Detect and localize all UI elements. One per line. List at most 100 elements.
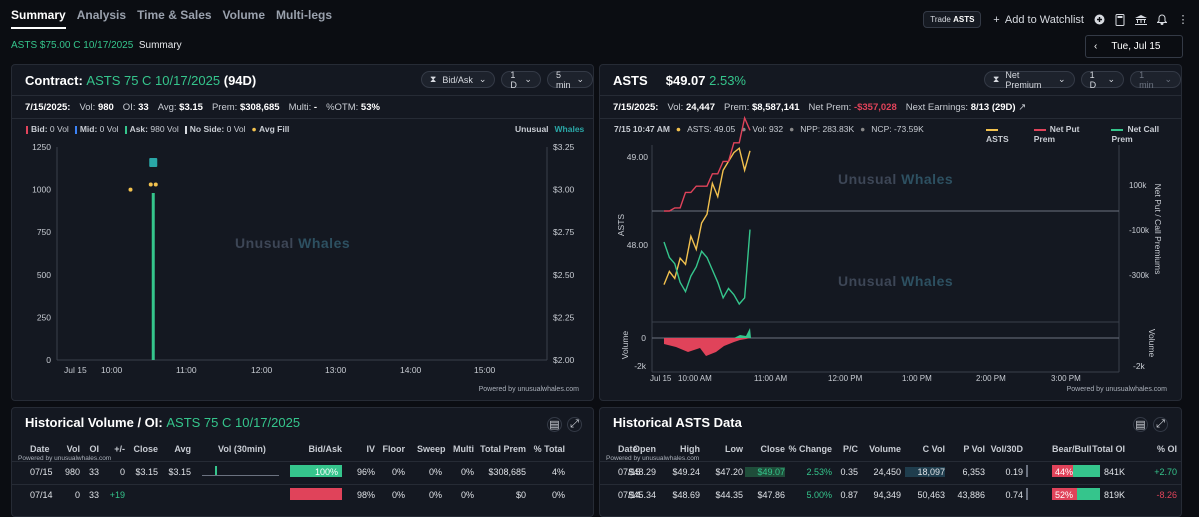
column-header[interactable]: OI xyxy=(89,444,99,454)
y-tick-label: 750 xyxy=(37,227,51,237)
legend-label: No Side: xyxy=(189,124,225,134)
column-header[interactable]: IV xyxy=(366,444,375,454)
divider xyxy=(600,118,1181,119)
info-time: 7/15 10:47 AM xyxy=(614,124,670,134)
chart-type-select[interactable]: ⧗ Net Premium ⌄ xyxy=(984,70,1075,90)
column-header[interactable]: Bid/Ask xyxy=(308,444,342,454)
column-header[interactable]: Open xyxy=(632,444,656,454)
y2-tick-label: -100k xyxy=(1129,226,1150,235)
tab-time-sales[interactable]: Time & Sales xyxy=(137,8,212,22)
x-tick-label: 10:00 AM xyxy=(678,374,712,383)
tab-multi-legs[interactable]: Multi-legs xyxy=(276,8,332,22)
y-tick-label: 250 xyxy=(37,312,51,322)
y2-tick-label: $3.00 xyxy=(553,185,575,195)
hist-stock-panel: Historical ASTS Data ▤ ⤢ Date Open High Low… xyxy=(599,407,1182,517)
column-header[interactable]: Floor xyxy=(382,444,406,454)
legend-label: Mid: xyxy=(79,124,98,134)
legend-value: 0 Vol xyxy=(99,124,119,134)
range-select[interactable]: 1 D ⌄ xyxy=(501,70,541,90)
table-row[interactable] xyxy=(12,484,593,506)
column-header[interactable]: Avg xyxy=(174,444,191,454)
x-tick-label: 12:00 PM xyxy=(828,374,863,383)
column-header[interactable]: High xyxy=(680,444,700,454)
expand-icon[interactable]: ⤢ xyxy=(567,417,582,432)
stats-date: 7/15/2025: xyxy=(613,102,659,113)
column-header[interactable]: Total Prem xyxy=(480,444,526,454)
tab-bar: Summary Analysis Time & Sales Volume Mul… xyxy=(11,8,332,29)
chevron-down-icon: ⌄ xyxy=(478,74,487,84)
tab-summary[interactable]: Summary xyxy=(11,8,66,29)
chevron-left-icon[interactable]: ‹ xyxy=(1094,41,1098,52)
column-header[interactable]: % Change xyxy=(788,444,832,454)
column-header[interactable]: Total OI xyxy=(1092,444,1125,454)
plus-icon: + xyxy=(993,13,1000,26)
table-icon[interactable]: ▤ xyxy=(1133,417,1148,432)
powered-by[interactable]: Powered by unusualwhales.com xyxy=(18,455,112,462)
table-cell: 0% xyxy=(391,467,405,477)
column-header[interactable]: Multi xyxy=(453,444,474,454)
contract-title-symbol: ASTS 75 C 10/17/2025 xyxy=(86,73,221,88)
column-header[interactable]: Vol xyxy=(66,444,80,454)
hist-vol-panel: Historical Volume / OI: ASTS 75 C 10/17/… xyxy=(11,407,594,517)
date-picker[interactable]: ‹ Tue, Jul 15 xyxy=(1085,35,1183,58)
column-header[interactable]: C Vol xyxy=(922,444,945,454)
interval-select[interactable]: 1 min ⌄ xyxy=(1130,70,1181,90)
table-row[interactable] xyxy=(12,461,593,483)
table-cell: 0 xyxy=(74,490,80,500)
legend-value: 980 Vol xyxy=(150,124,179,134)
column-header[interactable]: Sweep xyxy=(417,444,446,454)
column-header[interactable]: Volume xyxy=(869,444,901,454)
stock-legend: ASTS Net Put Prem Net Call Prem xyxy=(986,124,1181,144)
column-header[interactable]: Date xyxy=(618,444,638,454)
stat-label: Avg: xyxy=(157,102,177,113)
column-header[interactable]: P/C xyxy=(842,444,858,454)
table-row[interactable] xyxy=(600,461,1181,483)
table-cell: 0.87 xyxy=(840,490,858,500)
range-select[interactable]: 1 D ⌄ xyxy=(1080,70,1125,90)
scatter-point xyxy=(153,182,158,187)
contract-link[interactable]: ASTS $75.00 C 10/17/2025 xyxy=(11,40,134,51)
tab-volume[interactable]: Volume xyxy=(222,8,265,22)
bank-icon[interactable] xyxy=(1135,14,1147,26)
chart-type-select[interactable]: ⧗ Bid/Ask ⌄ xyxy=(421,71,496,88)
table-row[interactable] xyxy=(600,484,1181,506)
bid-ask-bar xyxy=(290,465,342,477)
column-header[interactable]: P Vol xyxy=(963,444,985,454)
calculator-icon[interactable] xyxy=(1114,13,1126,26)
column-header[interactable]: Low xyxy=(725,444,743,454)
column-header[interactable]: Vol/30D xyxy=(990,444,1023,454)
column-header[interactable]: Close xyxy=(133,444,158,454)
powered-by[interactable]: Powered by unusualwhales.com xyxy=(606,455,700,462)
table-cell: 07/15 xyxy=(618,467,641,477)
more-vertical-icon[interactable]: ⋮ xyxy=(1177,14,1189,26)
column-header[interactable]: Bear/Bull xyxy=(1052,444,1092,454)
stat-earnings: Next Earnings: 8/13 (29D) ↗ xyxy=(906,102,1026,113)
powered-by[interactable]: Powered by unusualwhales.com xyxy=(478,386,579,393)
y-tick-label: 0 xyxy=(46,355,51,365)
watermark: Unusual Whales xyxy=(838,171,953,187)
column-header[interactable]: % OI xyxy=(1156,444,1177,454)
table-icon[interactable]: ▤ xyxy=(547,417,562,432)
trade-button[interactable]: Trade ASTS xyxy=(923,11,982,28)
tab-analysis[interactable]: Analysis xyxy=(76,8,127,22)
interval-select[interactable]: 5 min ⌄ xyxy=(546,70,593,90)
stock-controls: ⧗ Net Premium ⌄ 1 D ⌄ 1 min ⌄ xyxy=(984,70,1181,90)
column-header[interactable]: Date xyxy=(30,444,50,454)
y2-tick-label: $2.75 xyxy=(553,227,575,237)
external-link-icon[interactable]: ↗ xyxy=(1018,102,1027,113)
column-header[interactable]: Vol (30min) xyxy=(218,444,266,454)
table-cell: $47.20 xyxy=(715,467,743,477)
legend-asts: ASTS xyxy=(986,124,1024,144)
column-header[interactable]: % Total xyxy=(533,444,565,454)
legend-mid: Mid: 0 Vol xyxy=(74,124,119,134)
y2-tick-label: 100k xyxy=(1129,181,1147,190)
bid-ask-bar xyxy=(290,488,342,500)
stock-change: 2.53% xyxy=(709,73,746,88)
column-header[interactable]: +/- xyxy=(114,444,125,454)
expand-icon[interactable]: ⤢ xyxy=(1153,417,1168,432)
column-header[interactable]: Close xyxy=(760,444,785,454)
circle-plus-icon[interactable] xyxy=(1093,14,1105,26)
powered-by[interactable]: Powered by unusualwhales.com xyxy=(1066,386,1167,393)
bell-icon[interactable] xyxy=(1156,14,1168,26)
add-watchlist-button[interactable]: + Add to Watchlist xyxy=(990,14,1084,26)
